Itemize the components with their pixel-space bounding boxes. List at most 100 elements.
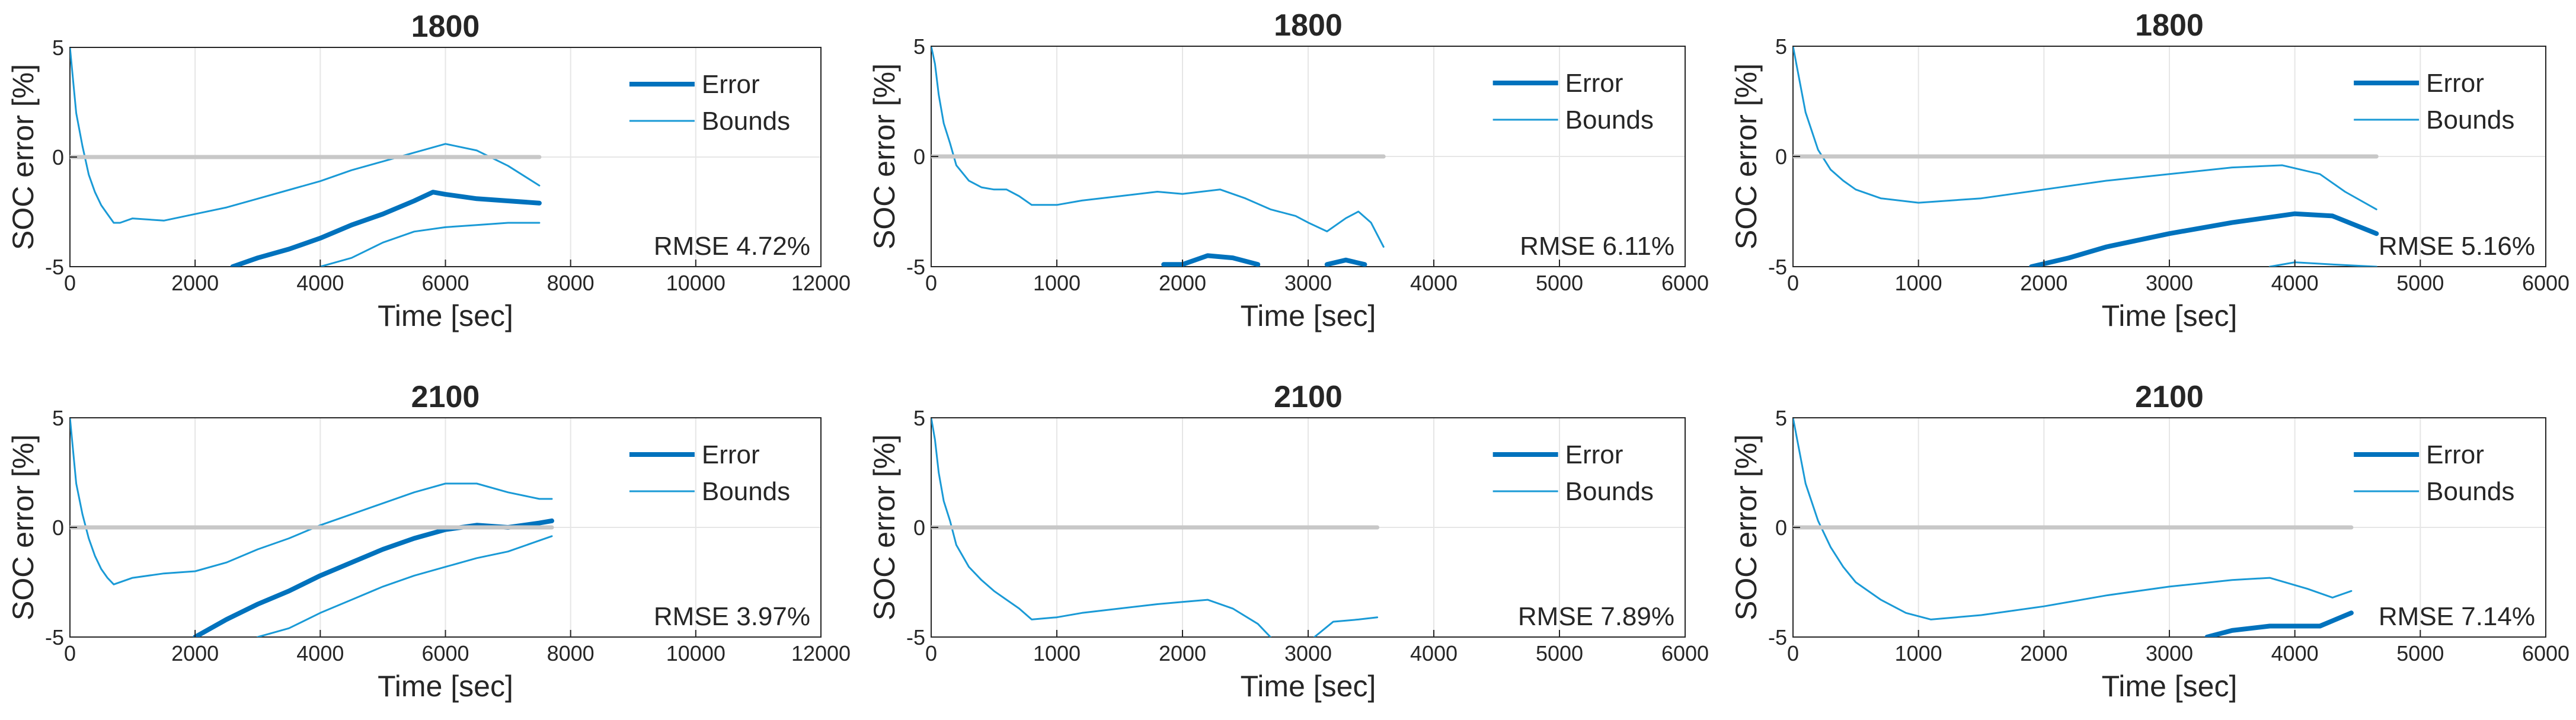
- rmse-annotation: RMSE 3.97%: [654, 602, 810, 631]
- x-tick-label: 10000: [666, 271, 726, 295]
- x-tick-label: 1000: [1895, 641, 1942, 665]
- y-tick-label: -5: [1768, 625, 1787, 649]
- x-tick-label: 3000: [1284, 271, 1332, 295]
- y-tick-label: 5: [913, 34, 925, 59]
- x-tick-label: 4000: [1410, 641, 1458, 665]
- error-line: [1324, 257, 1367, 267]
- y-tick-label: 0: [1775, 516, 1787, 540]
- y-axis-label: SOC error [%]: [868, 63, 901, 249]
- legend: Error Bounds: [2354, 440, 2514, 506]
- x-tick-label: 4000: [296, 641, 344, 665]
- subplot-title: 1800: [1274, 8, 1343, 43]
- legend: Error Bounds: [1492, 69, 1654, 135]
- x-tick-label: 2000: [2020, 271, 2067, 295]
- y-tick-label: 5: [1775, 34, 1787, 59]
- legend-label-error: Error: [1565, 440, 1623, 469]
- legend-label-bounds: Bounds: [702, 107, 790, 136]
- error-line: [2029, 211, 2379, 267]
- x-tick-label: 0: [1787, 641, 1799, 665]
- rmse-annotation: RMSE 4.72%: [654, 232, 810, 261]
- y-tick-label: -5: [906, 255, 925, 279]
- x-tick-label: 6000: [421, 641, 469, 665]
- x-tick-label: 3000: [2146, 641, 2193, 665]
- x-tick-label: 4000: [2271, 271, 2319, 295]
- x-tick-label: 4000: [296, 271, 344, 295]
- legend-label-bounds: Bounds: [2426, 105, 2514, 135]
- legend-label-error: Error: [702, 70, 760, 99]
- bounds-line: [70, 47, 541, 224]
- x-tick-label: 3000: [1284, 641, 1332, 665]
- x-tick-label: 4000: [2271, 641, 2319, 665]
- y-axis-label: SOC error [%]: [7, 434, 40, 620]
- x-axis-label: Time [sec]: [2102, 299, 2238, 332]
- y-axis-label: SOC error [%]: [868, 434, 901, 620]
- x-tick-label: 5000: [1536, 641, 1583, 665]
- subplot-title: 1800: [2135, 8, 2204, 43]
- x-tick-label: 2000: [2020, 641, 2067, 665]
- y-tick-label: 0: [913, 516, 925, 540]
- rmse-annotation: RMSE 7.14%: [2379, 602, 2535, 631]
- subplot-1: 0 2000 4000 6000 8000 10000 12000-5051800Time …: [7, 9, 851, 332]
- x-tick-label: 5000: [2396, 271, 2444, 295]
- x-tick-label: 0: [925, 641, 937, 665]
- x-tick-label: 6000: [2522, 271, 2569, 295]
- error-line: [1161, 253, 1261, 267]
- x-axis-label: Time [sec]: [1241, 299, 1376, 332]
- legend-label-bounds: Bounds: [702, 477, 790, 506]
- x-tick-label: 2000: [1159, 271, 1206, 295]
- legend: Error Bounds: [1492, 440, 1654, 506]
- legend-label-bounds: Bounds: [2426, 477, 2514, 506]
- x-tick-label: 3000: [2146, 271, 2193, 295]
- x-tick-label: 1000: [1895, 271, 1942, 295]
- subplot-4: 0 2000 4000 6000 8000 10000 12000-5052100Time …: [7, 380, 851, 703]
- y-axis-label: SOC error [%]: [1730, 63, 1763, 249]
- series-group: [1793, 418, 2354, 637]
- bounds-line: [1793, 418, 2353, 620]
- y-tick-label: 0: [1775, 145, 1787, 169]
- subplot-title: 2100: [411, 380, 480, 414]
- x-tick-label: 12000: [791, 271, 851, 295]
- y-tick-label: -5: [45, 625, 64, 649]
- legend: Error Bounds: [629, 70, 790, 136]
- y-tick-label: 0: [52, 516, 64, 540]
- x-tick-label: 10000: [666, 641, 726, 665]
- x-tick-label: 2000: [1159, 641, 1206, 665]
- x-tick-label: 0: [64, 271, 76, 295]
- y-tick-label: 5: [52, 406, 64, 430]
- series-group: [931, 418, 1380, 637]
- x-tick-label: 5000: [1536, 271, 1583, 295]
- x-tick-label: 5000: [2396, 641, 2444, 665]
- legend-label-error: Error: [2426, 69, 2484, 98]
- y-tick-label: -5: [906, 625, 925, 649]
- error-line: [230, 190, 542, 267]
- rmse-annotation: RMSE 5.16%: [2379, 232, 2535, 261]
- legend-label-error: Error: [702, 440, 760, 469]
- x-tick-label: 6000: [1661, 641, 1709, 665]
- x-tick-label: 8000: [547, 641, 595, 665]
- legend-label-error: Error: [2426, 440, 2484, 469]
- bounds-line: [70, 418, 553, 585]
- bounds-line: [319, 222, 541, 267]
- series-group: [931, 46, 1386, 267]
- bounds-line: [257, 535, 553, 637]
- bounds-line: [2268, 261, 2377, 267]
- x-axis-label: Time [sec]: [378, 670, 513, 703]
- legend: Error Bounds: [2354, 69, 2514, 135]
- subplot-title: 1800: [411, 9, 480, 44]
- bounds-line: [1793, 46, 2377, 210]
- x-tick-label: 0: [64, 641, 76, 665]
- rmse-annotation: RMSE 6.11%: [1520, 232, 1674, 261]
- x-tick-label: 8000: [547, 271, 595, 295]
- series-group: [1793, 46, 2379, 267]
- legend-label-error: Error: [1565, 69, 1623, 98]
- legend-label-bounds: Bounds: [1565, 477, 1654, 506]
- x-tick-label: 6000: [421, 271, 469, 295]
- x-tick-label: 1000: [1033, 271, 1081, 295]
- y-axis-label: SOC error [%]: [7, 64, 40, 250]
- x-tick-label: 12000: [791, 641, 851, 665]
- y-tick-label: 5: [913, 406, 925, 430]
- subplot-title: 2100: [2135, 380, 2204, 414]
- y-tick-label: 0: [52, 145, 64, 169]
